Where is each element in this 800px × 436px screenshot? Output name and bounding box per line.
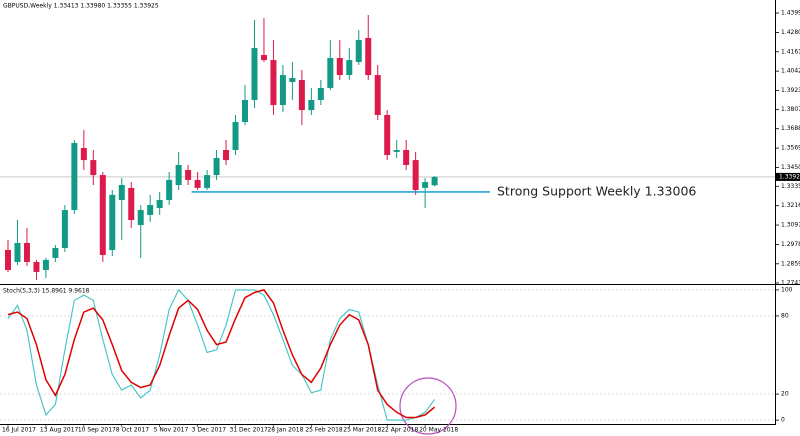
candle-body bbox=[213, 157, 220, 176]
candle-body bbox=[317, 87, 324, 100]
y-tick-label: 100 bbox=[781, 286, 793, 293]
candle-body bbox=[118, 184, 125, 200]
price-panel-title: GBPUSD,Weekly 1.33413 1.33980 1.33355 1.… bbox=[3, 3, 159, 10]
candle-body bbox=[336, 57, 343, 76]
candle-body bbox=[137, 210, 144, 226]
y-tick-label: 20 bbox=[781, 391, 789, 398]
candle-body bbox=[204, 175, 211, 188]
candle-body bbox=[128, 187, 135, 221]
candle-body bbox=[279, 75, 286, 106]
candle-body bbox=[308, 99, 315, 111]
y-tick-label: 1.29780 bbox=[781, 241, 800, 248]
candle-body bbox=[42, 259, 49, 270]
candle-body bbox=[71, 142, 78, 211]
y-tick-label: 1.41610 bbox=[781, 48, 800, 55]
x-tick-label: 16 Jul 2017 bbox=[2, 427, 36, 434]
candle-body bbox=[14, 242, 21, 263]
candle-body bbox=[251, 48, 258, 100]
candle-body bbox=[242, 99, 248, 122]
x-tick-label: 13 Aug 2017 bbox=[40, 427, 79, 434]
x-tick-label: 10 Sep 2017 bbox=[78, 427, 116, 434]
x-tick-label: 31 Dec 2017 bbox=[230, 427, 269, 434]
x-tick-label: 22 Apr 2018 bbox=[381, 427, 418, 434]
candle-body bbox=[109, 194, 116, 250]
y-tick-label: 1.39230 bbox=[781, 87, 800, 94]
stoch-panel-title: Stoch(5,3,3) 15.8961 9.9618 bbox=[3, 288, 90, 295]
candle-body bbox=[185, 170, 192, 180]
stoch-line bbox=[7, 288, 436, 421]
candle-body bbox=[355, 40, 362, 63]
y-tick-label: 1.43990 bbox=[781, 10, 800, 17]
x-tick-label: 25 Feb 2018 bbox=[305, 427, 343, 434]
candle-body bbox=[365, 37, 372, 76]
candle-body bbox=[412, 160, 419, 191]
candle-body bbox=[23, 242, 30, 263]
candle-body bbox=[99, 175, 106, 256]
candle-body bbox=[431, 176, 438, 186]
candle-body bbox=[384, 114, 391, 156]
x-tick-label: 5 Nov 2017 bbox=[154, 427, 189, 434]
candle-body bbox=[90, 160, 97, 176]
current-price-box bbox=[776, 172, 800, 181]
candle-body bbox=[223, 149, 230, 161]
current-price-label: 1.33925 bbox=[779, 173, 800, 180]
y-tick-label: 1.42800 bbox=[781, 29, 800, 36]
candle-body bbox=[52, 248, 59, 258]
y-tick-label: 1.35695 bbox=[781, 145, 800, 152]
y-tick-label: 1.38075 bbox=[781, 106, 800, 113]
x-tick-label: 20 May 2018 bbox=[419, 427, 458, 434]
y-tick-label: 1.32160 bbox=[781, 202, 800, 209]
y-tick-label: 1.30970 bbox=[781, 222, 800, 229]
candle-body bbox=[260, 55, 267, 61]
candle-body bbox=[175, 164, 182, 185]
candle-body bbox=[393, 149, 400, 152]
y-tick-label: 0 bbox=[781, 417, 785, 424]
y-tick-label: 1.27415 bbox=[781, 279, 800, 286]
candle-body bbox=[289, 78, 296, 83]
candle-body bbox=[156, 199, 163, 208]
x-tick-label: 28 Jan 2018 bbox=[267, 427, 303, 434]
candle-body bbox=[346, 60, 353, 76]
candle-body bbox=[298, 79, 305, 111]
candle-body bbox=[232, 121, 239, 150]
x-tick-label: 25 Mar 2018 bbox=[343, 427, 381, 434]
candle-body bbox=[166, 179, 173, 200]
highlight-circle bbox=[399, 377, 457, 435]
y-tick-label: 1.28590 bbox=[781, 260, 800, 267]
candle-body bbox=[5, 249, 11, 270]
candle-body bbox=[422, 182, 429, 188]
candle-body bbox=[147, 205, 154, 215]
candle-body bbox=[61, 210, 68, 249]
candle-body bbox=[33, 262, 40, 272]
y-tick-label: 80 bbox=[781, 312, 789, 319]
y-tick-label: 1.40420 bbox=[781, 68, 800, 75]
x-tick-label: 3 Dec 2017 bbox=[192, 427, 227, 434]
candle-body bbox=[327, 57, 334, 88]
candle-body bbox=[270, 60, 277, 106]
y-tick-label: 1.36885 bbox=[781, 125, 800, 132]
candle-body bbox=[80, 148, 87, 161]
support-annotation: Strong Support Weekly 1.33006 bbox=[497, 183, 696, 198]
candle-body bbox=[403, 149, 410, 165]
candle-body bbox=[374, 75, 381, 115]
y-tick-label: 1.33350 bbox=[781, 183, 800, 190]
x-tick-label: 8 Oct 2017 bbox=[116, 427, 149, 434]
candle-body bbox=[194, 179, 201, 188]
y-tick-label: 1.34505 bbox=[781, 164, 800, 171]
stoch-line bbox=[7, 289, 436, 419]
